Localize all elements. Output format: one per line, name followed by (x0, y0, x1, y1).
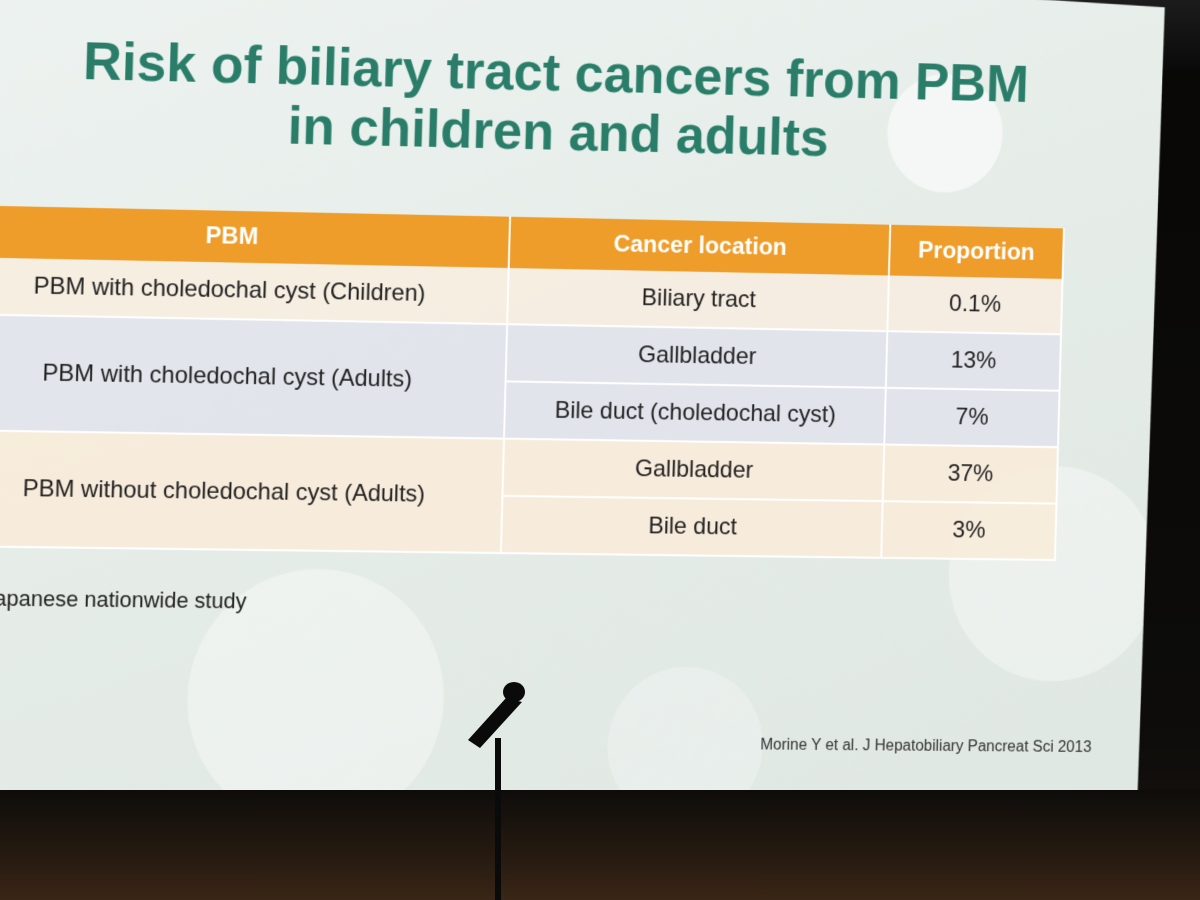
location-cell: Biliary tract (507, 268, 889, 331)
location-cell: Gallbladder (506, 324, 888, 388)
header-proportion: Proportion (889, 225, 1064, 279)
header-cancer-location: Cancer location (509, 217, 890, 276)
proportion-cell: 13% (886, 331, 1061, 391)
proportion-cell: 37% (883, 444, 1058, 503)
slide-title-line1: Risk of biliary tract cancers from PBM (82, 31, 1029, 113)
pbm-cell: PBM without choledochal cyst (Adults) (0, 430, 504, 553)
study-footnote: Japanese nationwide study (0, 586, 247, 615)
proportion-cell: 7% (884, 388, 1059, 447)
pbm-cell: PBM with choledochal cyst (Adults) (0, 314, 507, 439)
slide-title: Risk of biliary tract cancers from PBM i… (49, 30, 1060, 172)
location-cell: Bile duct (501, 496, 883, 558)
projection-screen: Risk of biliary tract cancers from PBM i… (0, 0, 1190, 837)
microphone-icon (462, 678, 542, 900)
citation-text: Morine Y et al. J Hepatobiliary Pancreat… (760, 737, 1092, 757)
proportion-cell: 0.1% (887, 276, 1062, 335)
pbm-cell: PBM with choledochal cyst (Children) (0, 257, 509, 324)
slide-title-line2: in children and adults (287, 96, 830, 168)
stage-floor (0, 790, 1200, 900)
proportion-cell: 3% (881, 501, 1056, 560)
risk-table: PBM Cancer location Proportion PBM with … (0, 205, 1065, 561)
location-cell: Bile duct (choledochal cyst) (504, 381, 886, 444)
location-cell: Gallbladder (502, 439, 884, 502)
